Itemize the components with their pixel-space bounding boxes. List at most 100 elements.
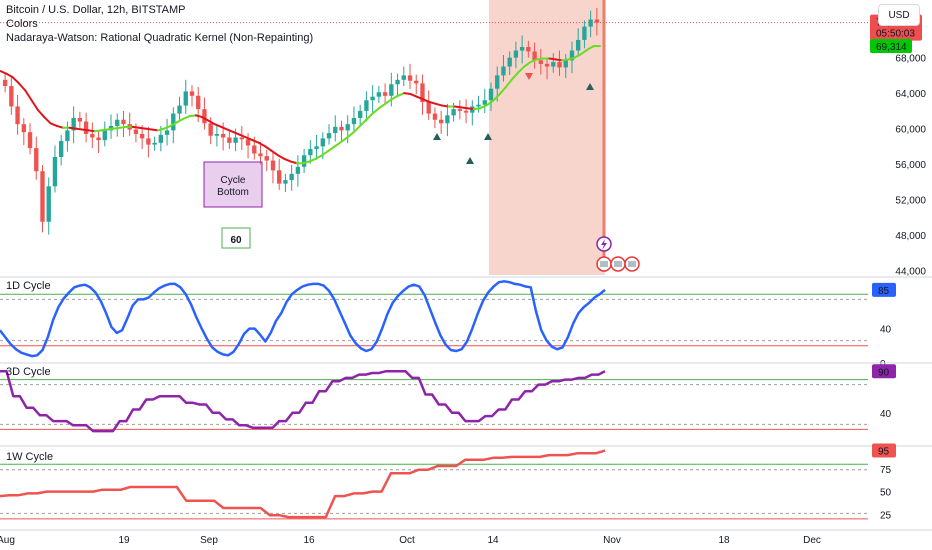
kernel-envelope-segment	[390, 94, 399, 101]
candle-body	[152, 142, 157, 145]
candle-body	[594, 19, 600, 23]
currency-button[interactable]: USD	[878, 4, 920, 26]
kernel-envelope-segment	[384, 98, 393, 105]
kernel-envelope-segment	[81, 128, 90, 132]
indicator-nadaraya-label: Nadaraya-Watson: Rational Quadratic Kern…	[6, 32, 314, 44]
candle-body	[102, 130, 107, 141]
candle-body	[264, 156, 269, 161]
kernel-envelope-segment	[371, 107, 380, 115]
kernel-envelope-segment	[232, 131, 241, 136]
kernel-envelope-segment	[150, 128, 159, 132]
kernel-envelope-segment	[479, 104, 488, 110]
candle-body	[314, 146, 319, 150]
candle-body	[245, 139, 251, 146]
candle-body	[426, 102, 431, 114]
candle-body	[189, 91, 195, 96]
candle-body	[71, 117, 76, 131]
time-tick-label: Dec	[803, 535, 821, 546]
kernel-envelope-segment	[36, 109, 46, 119]
candle-body	[65, 130, 70, 142]
oscillator-line	[0, 280, 606, 358]
kernel-envelope-segment	[68, 126, 77, 130]
candle-body	[382, 92, 388, 96]
candle-body	[27, 132, 33, 149]
kernel-envelope-segment	[302, 160, 311, 165]
kernel-envelope-segment	[453, 105, 463, 109]
price-tick-label: 48,000	[895, 231, 926, 242]
price-tick-label: 60,000	[895, 125, 926, 136]
kernel-envelope-segment	[251, 139, 260, 144]
candle-body	[21, 124, 26, 133]
kernel-envelope-segment	[333, 140, 343, 148]
kernel-envelope-segment	[441, 104, 450, 108]
kernel-envelope-segment	[460, 106, 469, 110]
candle-body	[376, 92, 382, 97]
kernel-envelope-segment	[106, 127, 115, 131]
kernel-envelope-segment	[289, 160, 298, 165]
kernel-envelope-segment	[169, 121, 178, 127]
kernel-envelope-segment	[523, 61, 532, 68]
candle-body	[476, 104, 481, 107]
candle-body	[295, 166, 301, 174]
kernel-envelope-segment	[409, 93, 418, 98]
kernel-envelope-segment	[188, 114, 197, 118]
kernel-envelope-segment	[314, 154, 324, 160]
kernel-envelope-segment	[55, 124, 65, 129]
time-tick-label: Aug	[0, 535, 15, 546]
kernel-envelope-segment	[580, 48, 589, 56]
kernel-envelope-segment	[144, 127, 153, 131]
kernel-envelope-segment	[239, 133, 248, 139]
us-flag-icon-fill	[628, 261, 636, 267]
kernel-envelope-segment	[112, 126, 121, 130]
kernel-envelope-segment	[415, 95, 425, 101]
candle-body	[52, 157, 58, 187]
time-tick-label: 18	[718, 535, 730, 546]
pane-title-1d-cycle: 1D Cycle	[6, 280, 51, 292]
price-tick-label: 64,000	[895, 89, 926, 100]
candle-body	[507, 57, 512, 67]
candle-body	[121, 119, 126, 125]
candle-body	[451, 109, 456, 116]
time-tick-label: Sep	[200, 535, 218, 546]
candle-body	[339, 126, 344, 131]
candle-body	[115, 119, 120, 126]
candle-body	[501, 66, 506, 76]
oscillator-line	[0, 370, 606, 433]
candle-body	[357, 110, 363, 118]
candle-body	[482, 100, 487, 105]
kernel-envelope-segment	[137, 126, 147, 130]
candle-body	[495, 75, 500, 89]
cycle-bottom-box	[203, 161, 263, 208]
candle-body	[258, 153, 263, 157]
kernel-envelope-segment	[213, 123, 223, 128]
candle-body	[202, 109, 207, 124]
kernel-envelope-segment	[548, 57, 557, 61]
candle-body	[345, 124, 350, 131]
signal-triangle	[466, 157, 474, 164]
oscillator-value-tag	[872, 282, 896, 297]
candle-body	[401, 75, 406, 80]
signal-triangle	[586, 83, 594, 90]
lightning-icon-glyph	[601, 239, 607, 250]
kernel-envelope-segment	[182, 115, 191, 120]
oscillator-value: 95	[878, 447, 890, 458]
kernel-envelope-segment	[226, 128, 235, 134]
candle-body	[208, 123, 213, 136]
kernel-envelope-segment	[352, 124, 361, 134]
envelope-price-value: 69,314	[876, 42, 907, 53]
candle-body	[2, 79, 8, 87]
kernel-envelope-segment	[283, 157, 292, 163]
candle-body	[15, 106, 20, 125]
kernel-envelope-segment	[472, 107, 481, 111]
price-tick-label: 44,000	[895, 267, 926, 278]
time-tick-label: Nov	[603, 535, 621, 546]
time-tick-label: 16	[303, 535, 315, 546]
candle-body	[544, 63, 550, 67]
candle-body	[233, 137, 238, 143]
kernel-envelope-segment	[276, 154, 286, 160]
candle-body	[139, 133, 145, 139]
kernel-envelope-segment	[377, 102, 387, 110]
candle-body	[488, 88, 494, 101]
price-tick-label: 56,000	[895, 160, 926, 171]
